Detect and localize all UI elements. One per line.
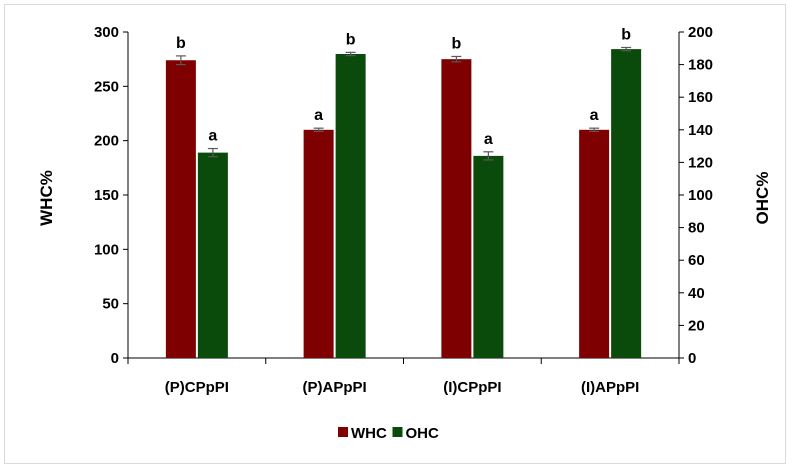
significance-label: a	[484, 131, 493, 148]
right-tick-label: 140	[688, 122, 713, 139]
right-tick-label: 180	[688, 57, 713, 74]
category-label: (P)CPpPI	[165, 379, 229, 396]
legend-label-whc: WHC	[351, 425, 387, 442]
right-axis-title: OHC%	[753, 172, 772, 225]
left-axis-title: WHC%	[37, 170, 56, 226]
significance-label: b	[621, 26, 631, 43]
right-tick-label: 20	[688, 317, 705, 334]
right-tick-label: 40	[688, 285, 705, 302]
right-tick-label: 100	[688, 187, 713, 204]
right-tick-label: 200	[688, 24, 713, 41]
bar-ohc	[611, 49, 642, 359]
left-tick-label: 50	[102, 296, 119, 313]
legend: WHC OHC	[338, 425, 439, 442]
plot-area: 0 50 100 150 200 250 300 0 20 40 60 80 100 120 140 160 1…	[94, 24, 713, 396]
bar-ohc	[473, 155, 504, 358]
left-tick-label: 150	[94, 187, 119, 204]
significance-label: a	[314, 107, 323, 124]
left-tick-label: 300	[94, 24, 119, 41]
right-tick-label: 0	[688, 350, 696, 367]
right-tick-label: 120	[688, 154, 713, 171]
right-tick-label: 160	[688, 89, 713, 106]
bar-ohc	[335, 54, 366, 358]
significance-label: a	[208, 128, 217, 145]
category-label: (I)APpPI	[581, 379, 639, 396]
left-tick-label: 200	[94, 133, 119, 150]
significance-label: b	[451, 35, 461, 52]
bar-whc	[441, 59, 472, 359]
significance-label: b	[346, 31, 356, 48]
significance-label: b	[176, 35, 186, 52]
category-label: (P)APpPI	[303, 379, 367, 396]
legend-swatch-whc	[338, 427, 348, 437]
legend-label-ohc: OHC	[406, 425, 440, 442]
left-tick-label: 250	[94, 78, 119, 95]
bar-whc	[579, 129, 610, 358]
bar-whc	[165, 60, 196, 359]
bar-ohc	[197, 152, 228, 358]
category-label: (I)CPpPI	[443, 379, 501, 396]
legend-swatch-ohc	[392, 427, 403, 437]
right-tick-label: 80	[688, 220, 705, 237]
left-tick-label: 0	[111, 350, 119, 367]
left-tick-label: 100	[94, 241, 119, 258]
right-tick-label: 60	[688, 252, 705, 269]
chart-frame	[4, 4, 786, 464]
bar-whc	[303, 129, 334, 358]
significance-label: a	[590, 107, 599, 124]
